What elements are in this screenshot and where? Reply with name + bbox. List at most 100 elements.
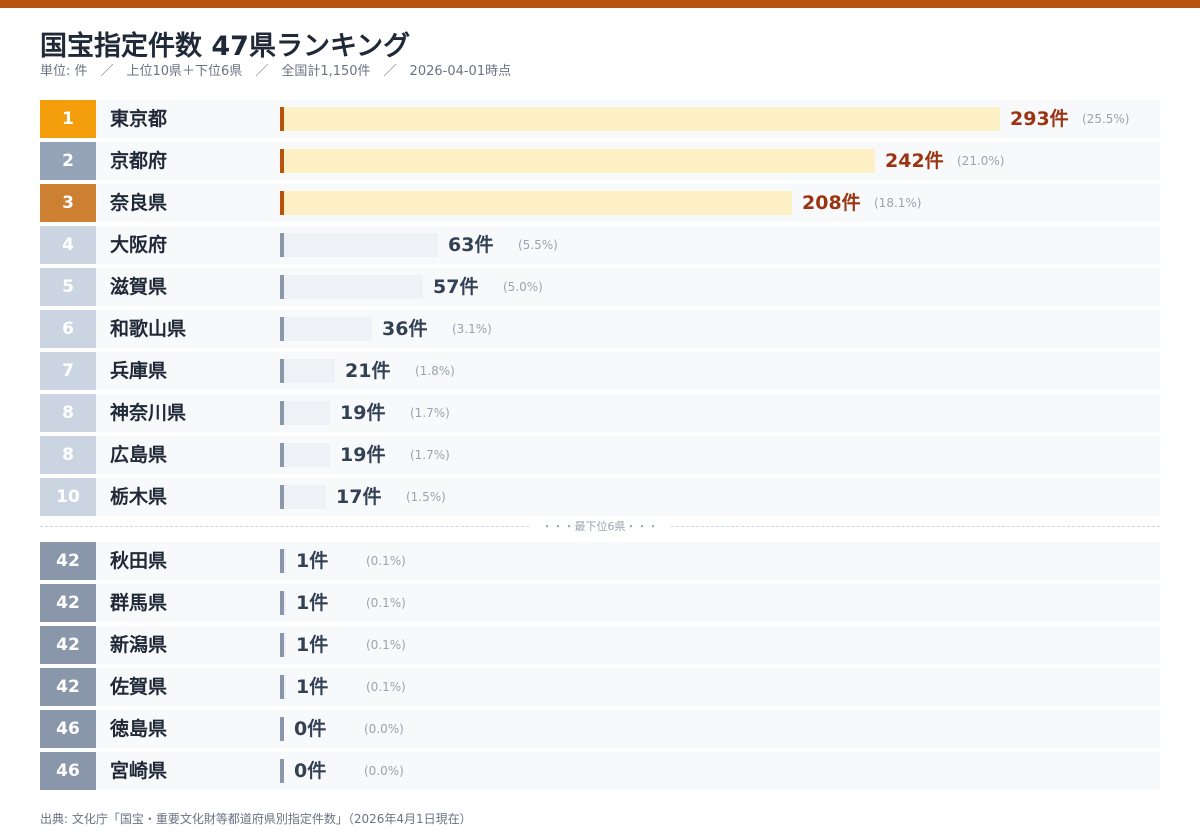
chart-row: 5 滋賀県 57件 (5.0%): [40, 268, 1160, 306]
prefecture-label: 奈良県: [110, 192, 168, 214]
chart-row: 1 東京都 293件 (25.5%): [40, 100, 1160, 138]
value-label: 0件: [294, 760, 327, 782]
bar-tick: [280, 485, 284, 509]
bar: [284, 149, 875, 173]
percent-label: (1.5%): [406, 490, 446, 504]
bar: [284, 633, 286, 657]
bar-tick: [280, 443, 284, 467]
value-label: 1件: [296, 634, 329, 656]
prefecture-label: 大阪府: [110, 234, 168, 256]
prefecture-label: 広島県: [110, 444, 168, 466]
chart-row: 8 神奈川県 19件 (1.7%): [40, 394, 1160, 432]
rank-badge: 7: [40, 352, 96, 390]
value-label: 57件: [433, 276, 479, 298]
chart-row: 46 宮崎県 0件 (0.0%): [40, 752, 1160, 790]
prefecture-label: 滋賀県: [110, 276, 168, 298]
bar-tick: [280, 401, 284, 425]
value-label: 19件: [340, 444, 386, 466]
percent-label: (0.1%): [366, 596, 406, 610]
bar-tick: [280, 149, 284, 173]
bar: [284, 191, 792, 215]
chart-title: 国宝指定件数 47県ランキング: [40, 31, 411, 62]
bar: [284, 485, 326, 509]
value-label: 21件: [345, 360, 391, 382]
rank-badge: 8: [40, 394, 96, 432]
bar-tick: [280, 191, 284, 215]
chart-row: 42 群馬県 1件 (0.1%): [40, 584, 1160, 622]
bar-tick: [280, 717, 284, 741]
rank-badge: 46: [40, 710, 96, 748]
prefecture-label: 佐賀県: [110, 676, 168, 698]
percent-label: (1.8%): [415, 364, 455, 378]
chart-row: 42 秋田県 1件 (0.1%): [40, 542, 1160, 580]
bar: [284, 549, 286, 573]
rank-badge: 42: [40, 584, 96, 622]
percent-label: (5.5%): [518, 238, 558, 252]
prefecture-label: 神奈川県: [110, 402, 187, 424]
prefecture-label: 兵庫県: [110, 360, 168, 382]
chart-row: 42 佐賀県 1件 (0.1%): [40, 668, 1160, 706]
percent-label: (21.0%): [957, 154, 1005, 168]
source-note: 出典: 文化庁「国宝・重要文化財等都道府県別指定件数」（2026年4月1日現在）: [40, 812, 472, 826]
chart-row: 8 広島県 19件 (1.7%): [40, 436, 1160, 474]
percent-label: (25.5%): [1082, 112, 1130, 126]
prefecture-label: 徳島県: [110, 718, 168, 740]
value-label: 1件: [296, 676, 329, 698]
bar: [284, 275, 423, 299]
value-label: 242件: [885, 150, 944, 172]
rank-badge: 42: [40, 626, 96, 664]
chart-row: 6 和歌山県 36件 (3.1%): [40, 310, 1160, 348]
bar-tick: [280, 359, 284, 383]
rank-badge: 46: [40, 752, 96, 790]
prefecture-label: 東京都: [110, 108, 168, 130]
prefecture-label: 群馬県: [110, 592, 168, 614]
percent-label: (5.0%): [503, 280, 543, 294]
percent-label: (0.0%): [364, 722, 404, 736]
value-label: 19件: [340, 402, 386, 424]
bar: [284, 591, 286, 615]
prefecture-label: 宮崎県: [110, 760, 168, 782]
rank-badge: 5: [40, 268, 96, 306]
bar-tick: [280, 633, 284, 657]
rank-badge: 4: [40, 226, 96, 264]
rank-badge: 2: [40, 142, 96, 180]
bar: [284, 233, 438, 257]
bar-tick: [280, 675, 284, 699]
bar-tick: [280, 591, 284, 615]
rank-badge: 8: [40, 436, 96, 474]
rank-badge: 3: [40, 184, 96, 222]
chart-row: 2 京都府 242件 (21.0%): [40, 142, 1160, 180]
bar-tick: [280, 317, 284, 341]
value-label: 293件: [1010, 108, 1069, 130]
chart-row: 46 徳島県 0件 (0.0%): [40, 710, 1160, 748]
prefecture-label: 新潟県: [110, 634, 168, 656]
percent-label: (0.1%): [366, 554, 406, 568]
percent-label: (0.0%): [364, 764, 404, 778]
rank-badge: 1: [40, 100, 96, 138]
separator-label: ・・・最下位6県・・・: [530, 518, 670, 534]
bar: [284, 443, 330, 467]
bar-tick: [280, 233, 284, 257]
bar: [284, 317, 372, 341]
prefecture-label: 京都府: [110, 150, 168, 172]
prefecture-label: 秋田県: [110, 550, 168, 572]
chart-row: 7 兵庫県 21件 (1.8%): [40, 352, 1160, 390]
rank-badge: 10: [40, 478, 96, 516]
percent-label: (1.7%): [410, 406, 450, 420]
chart-subtitle: 単位: 件 ／ 上位10県＋下位6県 ／ 全国計1,150件 ／ 2026-04…: [40, 64, 512, 79]
rank-badge: 6: [40, 310, 96, 348]
percent-label: (18.1%): [874, 196, 922, 210]
rank-badge: 42: [40, 542, 96, 580]
accent-top-bar: [0, 0, 1200, 8]
bar: [284, 359, 335, 383]
prefecture-label: 和歌山県: [110, 318, 187, 340]
rank-badge: 42: [40, 668, 96, 706]
bar-tick: [280, 549, 284, 573]
percent-label: (0.1%): [366, 680, 406, 694]
percent-label: (1.7%): [410, 448, 450, 462]
bar-tick: [280, 759, 284, 783]
bar: [284, 401, 330, 425]
chart-row: 42 新潟県 1件 (0.1%): [40, 626, 1160, 664]
value-label: 17件: [336, 486, 382, 508]
chart-row: 10 栃木県 17件 (1.5%): [40, 478, 1160, 516]
